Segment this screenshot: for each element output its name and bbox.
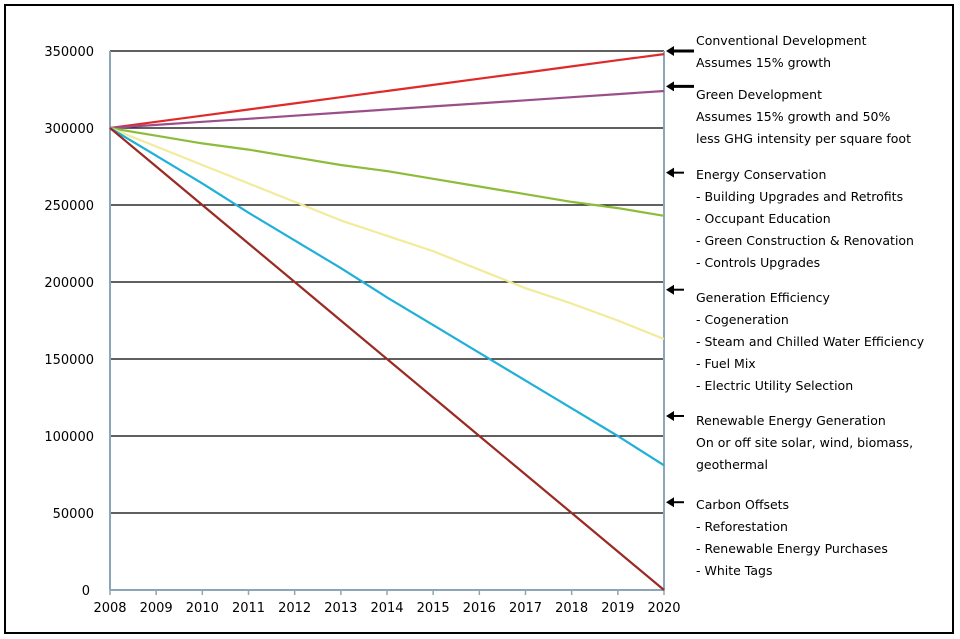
annotation-line: - Reforestation	[696, 519, 788, 534]
annotation-line: Assumes 15% growth and 50%	[696, 109, 891, 124]
y-tick-label: 300000	[44, 122, 94, 137]
annotation-line: - Building Upgrades and Retrofits	[696, 189, 904, 204]
annotation-line: - Green Construction & Renovation	[696, 233, 914, 248]
annotation-energy-conservation: Energy Conservation - Building Upgrades …	[696, 164, 914, 274]
series-line-6	[109, 127, 665, 591]
annotation-renewable: Renewable Energy Generation On or off si…	[696, 410, 913, 476]
annotation-arrow	[666, 497, 684, 508]
series-line-2	[109, 89, 665, 130]
y-tick-label: 350000	[44, 45, 94, 60]
annotation-line: - White Tags	[696, 563, 773, 578]
x-tick-labels: 2008 2009 2010 2011 2012 2013 2014 2015 2016 2017…	[93, 601, 680, 616]
annotation-conventional: Conventional Development Assumes 15% gro…	[696, 30, 867, 74]
series-line-4	[109, 126, 665, 341]
annotation-line: - Electric Utility Selection	[696, 378, 854, 393]
x-tick-label: 2010	[186, 601, 219, 616]
annotation-line: - Renewable Energy Purchases	[696, 541, 888, 556]
annotation-line: Green Development	[696, 87, 822, 102]
y-tick-label: 250000	[44, 199, 94, 214]
annotation-arrow	[666, 284, 684, 295]
x-tick-label: 2009	[140, 601, 173, 616]
y-tick-labels: 0 50000 100000 150000 200000 250000 300000 3500…	[44, 45, 94, 599]
annotation-line: Generation Efficiency	[696, 290, 830, 305]
annotation-arrows	[666, 46, 694, 508]
annotation-generation-efficiency: Generation Efficiency - Cogeneration - S…	[696, 287, 924, 397]
x-tick-label: 2017	[509, 601, 542, 616]
annotation-line: Assumes 15% growth	[696, 55, 832, 70]
x-tick-label: 2016	[463, 601, 496, 616]
annotation-line: - Steam and Chilled Water Efficiency	[696, 334, 925, 349]
gridlines	[110, 50, 664, 514]
annotation-line: - Controls Upgrades	[696, 255, 821, 270]
x-tick-label: 2013	[324, 601, 357, 616]
x-tick-label: 2015	[417, 601, 450, 616]
annotation-line: - Cogeneration	[696, 312, 789, 327]
annotation-line: - Occupant Education	[696, 211, 831, 226]
series-line-5	[109, 127, 665, 467]
y-tick-label: 0	[82, 584, 90, 599]
annotation-green: Green Development Assumes 15% growth and…	[696, 84, 911, 150]
x-tick-label: 2018	[555, 601, 588, 616]
annotation-line: Energy Conservation	[696, 167, 827, 182]
annotation-line: less GHG intensity per square foot	[696, 131, 911, 146]
x-tick-label: 2014	[370, 601, 403, 616]
series-line-3	[109, 126, 665, 217]
annotation-arrow	[666, 167, 684, 178]
y-tick-label: 150000	[44, 353, 94, 368]
arrow-head	[666, 81, 674, 92]
axes	[109, 51, 665, 595]
arrow-head	[666, 497, 674, 508]
series-line-1	[109, 53, 665, 130]
annotation-line: Renewable Energy Generation	[696, 413, 886, 428]
series-lines	[109, 53, 665, 591]
x-tick-label: 2012	[278, 601, 311, 616]
x-tick-label: 2011	[232, 601, 265, 616]
annotation-arrow	[666, 410, 684, 421]
arrow-head	[666, 167, 674, 178]
annotation-line: Conventional Development	[696, 33, 867, 48]
annotation-line: geothermal	[696, 457, 769, 472]
annotation-arrow	[666, 46, 694, 56]
y-tick-label: 100000	[44, 430, 94, 445]
annotation-line: On or off site solar, wind, biomass,	[696, 435, 914, 450]
arrow-head	[666, 410, 674, 421]
arrow-head	[666, 284, 674, 295]
y-tick-label: 200000	[44, 276, 94, 291]
x-tick-label: 2008	[93, 601, 126, 616]
annotation-line: Carbon Offsets	[696, 497, 790, 512]
annotation-arrow	[666, 81, 694, 92]
x-tick-label: 2020	[647, 601, 680, 616]
annotation-carbon-offsets: Carbon Offsets - Reforestation - Renewab…	[696, 494, 888, 582]
arrow-head	[666, 46, 674, 56]
annotation-line: - Fuel Mix	[696, 356, 756, 371]
x-tick-label: 2019	[601, 601, 634, 616]
chart-frame	[4, 4, 954, 634]
y-tick-label: 50000	[53, 507, 94, 522]
